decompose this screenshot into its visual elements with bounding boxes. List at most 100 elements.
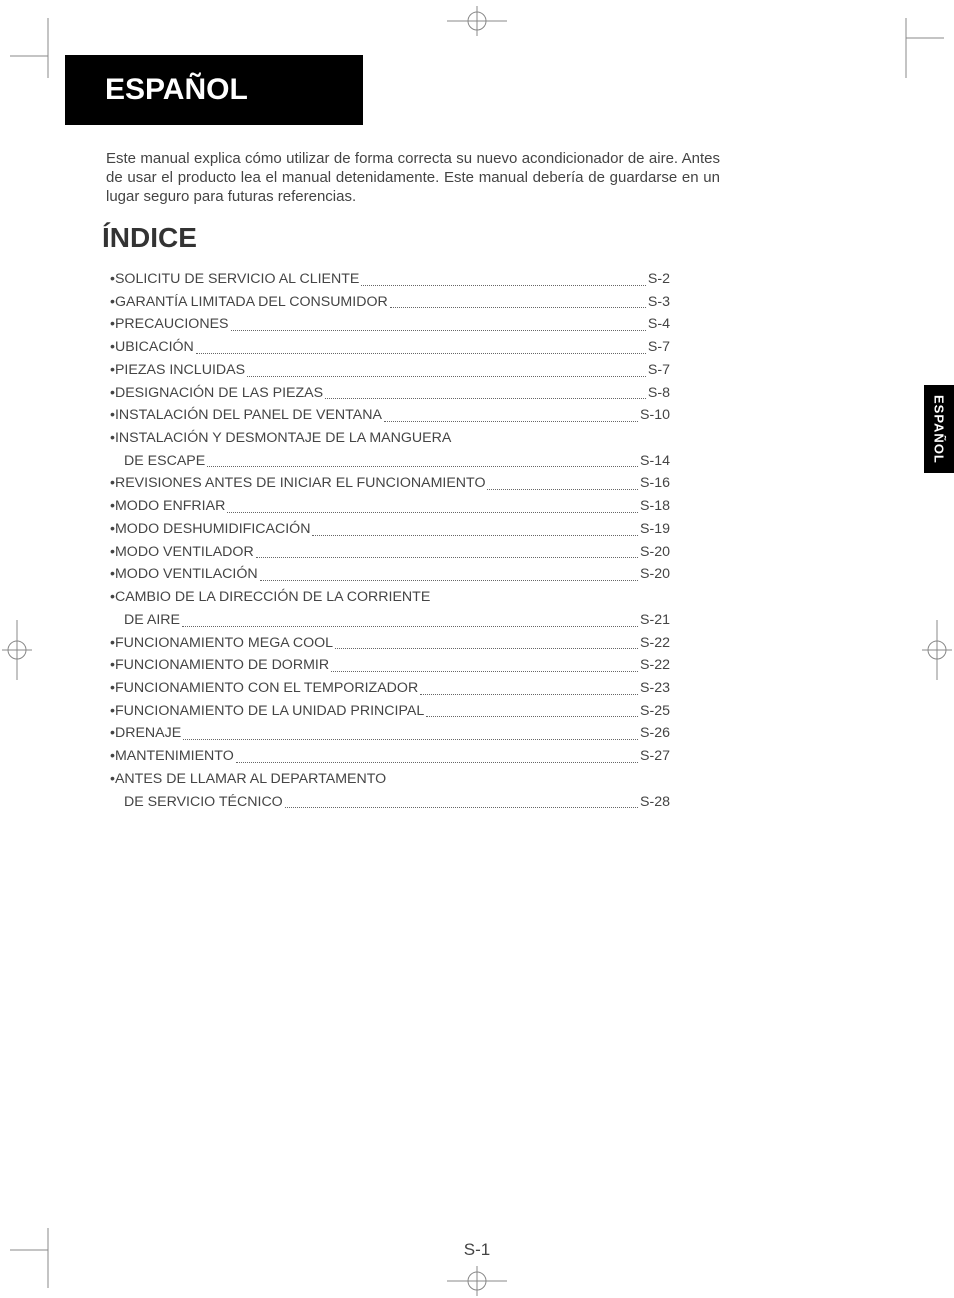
toc-entry: • INSTALACIÓN DEL PANEL DE VENTANAS-10 xyxy=(110,404,670,427)
language-header-text: ESPAÑOL xyxy=(105,73,248,107)
toc-leader-dots xyxy=(236,762,638,763)
page-number: S-1 xyxy=(0,1240,954,1260)
toc-heading: ÍNDICE xyxy=(102,222,197,254)
toc-entry-continuation: DE AIRE S-21 xyxy=(110,609,670,632)
toc-entry: • MODO DESHUMIDIFICACIÓNS-19 xyxy=(110,518,670,541)
toc-leader-dots xyxy=(231,330,646,331)
toc-entry: • PIEZAS INCLUIDASS-7 xyxy=(110,359,670,382)
toc-page: S-23 xyxy=(640,677,670,700)
toc-entry: • FUNCIONAMIENTO DE LA UNIDAD PRINCIPALS… xyxy=(110,700,670,723)
toc-leader-dots xyxy=(384,421,638,422)
toc-page: S-22 xyxy=(640,632,670,655)
toc-page: S-21 xyxy=(640,609,670,632)
toc-page: S-26 xyxy=(640,722,670,745)
toc-entry: • FUNCIONAMIENTO MEGA COOLS-22 xyxy=(110,632,670,655)
toc-entry: • FUNCIONAMIENTO DE DORMIRS-22 xyxy=(110,654,670,677)
toc-leader-dots xyxy=(183,739,638,740)
toc-leader-dots xyxy=(420,694,638,695)
toc-leader-dots xyxy=(312,535,638,536)
toc-label: DRENAJE xyxy=(115,722,181,745)
toc-label: CAMBIO DE LA DIRECCIÓN DE LA CORRIENTE xyxy=(115,586,430,609)
toc-entry-continuation: DE SERVICIO TÉCNICO S-28 xyxy=(110,791,670,814)
toc-label: REVISIONES ANTES DE INICIAR EL FUNCIONAM… xyxy=(115,472,486,495)
toc-entry: • SOLICITU DE SERVICIO AL CLIENTES-2 xyxy=(110,268,670,291)
toc-label: ANTES DE LLAMAR AL DEPARTAMENTO xyxy=(115,768,386,791)
toc-label: INSTALACIÓN Y DESMONTAJE DE LA MANGUERA xyxy=(115,427,451,450)
toc-entry: • REVISIONES ANTES DE INICIAR EL FUNCION… xyxy=(110,472,670,495)
toc-label-wrap: DE AIRE xyxy=(124,609,180,632)
toc-leader-dots xyxy=(247,376,646,377)
toc-entry: • INSTALACIÓN Y DESMONTAJE DE LA MANGUER… xyxy=(110,427,670,450)
toc-label: MODO DESHUMIDIFICACIÓN xyxy=(115,518,310,541)
toc-page: S-19 xyxy=(640,518,670,541)
toc-leader-dots xyxy=(285,807,638,808)
toc-leader-dots xyxy=(325,398,646,399)
toc-entry: • UBICACIÓNS-7 xyxy=(110,336,670,359)
toc-leader-dots xyxy=(227,512,638,513)
toc-entry: • ANTES DE LLAMAR AL DEPARTAMENTO xyxy=(110,768,670,791)
registration-mark-top xyxy=(447,6,507,36)
toc-leader-dots xyxy=(487,489,638,490)
language-header: ESPAÑOL xyxy=(65,55,363,125)
toc-entry: • MANTENIMIENTOS-27 xyxy=(110,745,670,768)
crop-mark-tl xyxy=(10,18,70,78)
toc-label: UBICACIÓN xyxy=(115,336,194,359)
toc-page: S-18 xyxy=(640,495,670,518)
toc-page: S-10 xyxy=(640,404,670,427)
toc-label-wrap: DE ESCAPE xyxy=(124,450,205,473)
toc-leader-dots xyxy=(390,307,646,308)
toc-leader-dots xyxy=(361,285,646,286)
toc-label: FUNCIONAMIENTO DE DORMIR xyxy=(115,654,329,677)
toc-label: FUNCIONAMIENTO MEGA COOL xyxy=(115,632,333,655)
toc-label: MANTENIMIENTO xyxy=(115,745,234,768)
toc-page: S-4 xyxy=(648,313,670,336)
toc-label: PRECAUCIONES xyxy=(115,313,229,336)
toc-page: S-27 xyxy=(640,745,670,768)
toc-page: S-2 xyxy=(648,268,670,291)
toc-label: FUNCIONAMIENTO DE LA UNIDAD PRINCIPAL xyxy=(115,700,424,723)
toc-entry: • MODO VENTILACIÓNS-20 xyxy=(110,563,670,586)
toc-entry: • GARANTÍA LIMITADA DEL CONSUMIDORS-3 xyxy=(110,291,670,314)
toc-leader-dots xyxy=(207,466,638,467)
registration-mark-left xyxy=(2,620,32,680)
toc-entry-continuation: DE ESCAPE S-14 xyxy=(110,450,670,473)
toc-leader-dots xyxy=(335,648,638,649)
toc-page: S-22 xyxy=(640,654,670,677)
toc-entry: • CAMBIO DE LA DIRECCIÓN DE LA CORRIENTE xyxy=(110,586,670,609)
toc-label: GARANTÍA LIMITADA DEL CONSUMIDOR xyxy=(115,291,388,314)
toc-label: MODO VENTILADOR xyxy=(115,541,254,564)
toc-entry: • DESIGNACIÓN DE LAS PIEZASS-8 xyxy=(110,382,670,405)
table-of-contents: • SOLICITU DE SERVICIO AL CLIENTES-2• GA… xyxy=(110,268,670,813)
toc-label: MODO ENFRIAR xyxy=(115,495,225,518)
side-language-tab: ESPAÑOL xyxy=(924,385,954,473)
toc-leader-dots xyxy=(260,580,638,581)
registration-mark-right xyxy=(922,620,952,680)
toc-page: S-7 xyxy=(648,336,670,359)
registration-mark-bottom xyxy=(447,1266,507,1296)
toc-page: S-20 xyxy=(640,541,670,564)
toc-page: S-20 xyxy=(640,563,670,586)
toc-page: S-28 xyxy=(640,791,670,814)
toc-label: SOLICITU DE SERVICIO AL CLIENTE xyxy=(115,268,359,291)
toc-entry: • DRENAJES-26 xyxy=(110,722,670,745)
toc-leader-dots xyxy=(426,716,638,717)
toc-page: S-3 xyxy=(648,291,670,314)
crop-mark-tr xyxy=(884,18,944,78)
toc-page: S-7 xyxy=(648,359,670,382)
toc-entry: • MODO VENTILADORS-20 xyxy=(110,541,670,564)
toc-page: S-8 xyxy=(648,382,670,405)
toc-page: S-14 xyxy=(640,450,670,473)
toc-label: MODO VENTILACIÓN xyxy=(115,563,258,586)
toc-leader-dots xyxy=(256,557,638,558)
toc-entry: • MODO ENFRIARS-18 xyxy=(110,495,670,518)
toc-label-wrap: DE SERVICIO TÉCNICO xyxy=(124,791,283,814)
toc-leader-dots xyxy=(182,626,638,627)
toc-entry: • PRECAUCIONESS-4 xyxy=(110,313,670,336)
toc-page: S-16 xyxy=(640,472,670,495)
toc-label: PIEZAS INCLUIDAS xyxy=(115,359,245,382)
toc-entry: • FUNCIONAMIENTO CON EL TEMPORIZADORS-23 xyxy=(110,677,670,700)
toc-label: DESIGNACIÓN DE LAS PIEZAS xyxy=(115,382,323,405)
toc-page: S-25 xyxy=(640,700,670,723)
intro-paragraph: Este manual explica cómo utilizar de for… xyxy=(106,150,720,206)
toc-label: FUNCIONAMIENTO CON EL TEMPORIZADOR xyxy=(115,677,418,700)
